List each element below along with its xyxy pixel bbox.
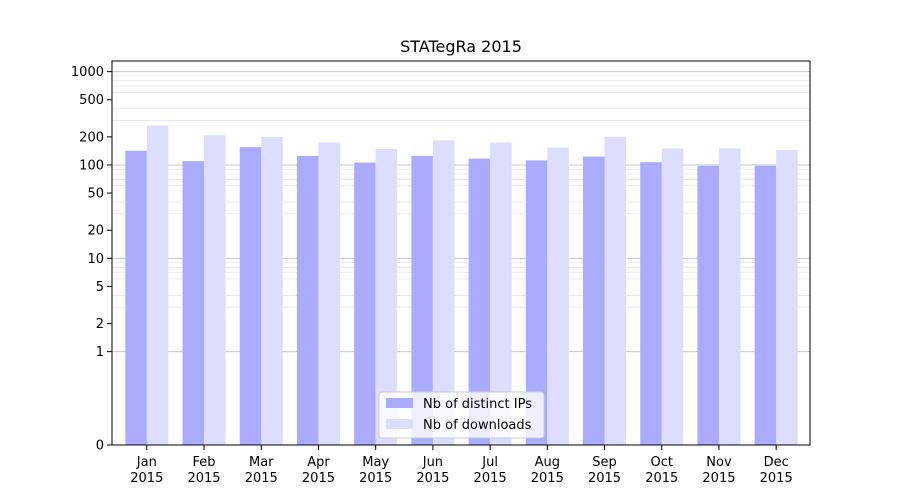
- bar-downloads: [490, 142, 512, 445]
- bar-distinct-ips: [697, 165, 719, 446]
- bar-distinct-ips: [239, 147, 262, 445]
- x-tick-label: Jan 2015: [130, 455, 163, 486]
- legend-label: Nb of downloads: [423, 418, 532, 433]
- chart-title: STATegRa 2015: [400, 37, 522, 56]
- y-tick-label: 20: [87, 224, 104, 239]
- bar-downloads: [204, 135, 226, 445]
- x-tick-label: Nov 2015: [702, 455, 735, 486]
- y-tick-label: 1000: [71, 65, 104, 80]
- y-tick-label: 100: [79, 158, 104, 173]
- bar-distinct-ips: [754, 165, 777, 446]
- y-tick-label: 0: [96, 439, 104, 454]
- bar-distinct-ips: [411, 155, 433, 445]
- bar-downloads: [146, 125, 169, 445]
- y-tick-label: 500: [79, 93, 104, 108]
- bar-distinct-ips: [296, 155, 319, 445]
- y-tick-label: 1: [96, 345, 104, 360]
- bar-downloads: [661, 148, 684, 445]
- grid: [112, 71, 810, 353]
- x-tick-label: Jul 2015: [474, 455, 507, 486]
- x-tick-label: Jun 2015: [416, 455, 449, 486]
- bar-distinct-ips: [125, 150, 147, 445]
- legend-swatch: [386, 419, 413, 429]
- legend-swatch: [386, 398, 413, 408]
- x-tick-label: Aug 2015: [531, 455, 564, 486]
- y-tick-label: 200: [79, 130, 104, 145]
- bar-distinct-ips: [182, 161, 205, 446]
- y-tick-label: 10: [87, 252, 104, 267]
- bar-downloads: [432, 140, 455, 445]
- x-tick-label: Dec 2015: [760, 455, 793, 486]
- legend: Nb of distinct IPs Nb of downloads: [378, 391, 545, 439]
- bar-distinct-ips: [468, 158, 491, 445]
- x-tick-label: Apr 2015: [302, 455, 335, 486]
- bar-downloads: [547, 147, 569, 445]
- y-tick-label: 50: [87, 187, 104, 202]
- bar-downloads: [776, 149, 798, 445]
- legend-label: Nb of distinct IPs: [423, 397, 532, 412]
- x-tick-label: Feb 2015: [187, 455, 220, 486]
- x-tick-label: Oct 2015: [645, 455, 678, 486]
- bars: [125, 125, 798, 446]
- bar-distinct-ips: [354, 162, 376, 445]
- plot-frame: [111, 60, 811, 446]
- y-tick-label: 2: [96, 317, 104, 332]
- axes: 0 1 2 5 10 20 50 100 200 500 1000 Jan 2015 Feb 2015 Mar…: [71, 60, 811, 486]
- bar-downloads: [318, 142, 340, 445]
- x-tick-label: Mar 2015: [245, 455, 278, 486]
- bar-downloads: [604, 136, 627, 445]
- x-tick-label: Sep 2015: [588, 455, 621, 486]
- x-tick-label: May 2015: [359, 455, 392, 486]
- bar-downloads: [718, 148, 741, 445]
- bar-downloads: [375, 149, 398, 445]
- bar-downloads: [261, 136, 283, 445]
- bar-distinct-ips: [583, 156, 605, 446]
- y-tick-label: 5: [96, 280, 104, 295]
- bar-distinct-ips: [525, 160, 548, 445]
- bar-distinct-ips: [640, 162, 662, 445]
- legend-box: [378, 391, 545, 439]
